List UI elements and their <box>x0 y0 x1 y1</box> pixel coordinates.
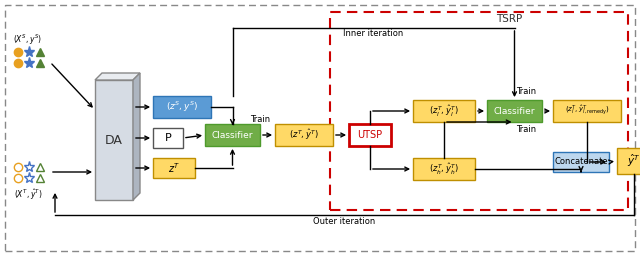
Bar <box>553 152 609 172</box>
Bar <box>205 124 260 146</box>
Text: Classifier: Classifier <box>493 106 535 115</box>
Bar <box>95 80 133 200</box>
Text: $(z^S, y^S)$: $(z^S, y^S)$ <box>166 100 198 114</box>
Text: $(z^T_l, \hat{y}^T_l)$: $(z^T_l, \hat{y}^T_l)$ <box>429 103 459 119</box>
Text: $z^T$: $z^T$ <box>168 161 180 175</box>
Text: Inner iteration: Inner iteration <box>344 29 404 38</box>
Text: Classifier: Classifier <box>212 131 253 140</box>
Text: Outer iteration: Outer iteration <box>314 218 376 227</box>
Polygon shape <box>133 73 140 200</box>
Bar <box>153 158 195 178</box>
Bar <box>349 124 391 146</box>
Bar <box>153 128 183 148</box>
Text: $(z^T, \hat{y}^T)$: $(z^T, \hat{y}^T)$ <box>289 128 319 142</box>
Text: $\hat{y}^T$: $\hat{y}^T$ <box>627 153 640 169</box>
Polygon shape <box>95 73 140 80</box>
Bar <box>487 100 542 122</box>
Text: P: P <box>164 133 172 143</box>
Text: TSRP: TSRP <box>495 14 522 24</box>
Text: Train: Train <box>516 88 536 97</box>
Text: Train: Train <box>516 124 536 133</box>
Bar <box>275 124 333 146</box>
Bar <box>553 100 621 122</box>
Bar <box>153 96 211 118</box>
Bar <box>413 158 475 180</box>
Text: $(z^T_l, \hat{y}^T_{l,\mathrm{remedy}})$: $(z^T_l, \hat{y}^T_{l,\mathrm{remedy}})$ <box>564 104 609 118</box>
Text: $(z^T_h, \hat{y}^T_h)$: $(z^T_h, \hat{y}^T_h)$ <box>429 162 459 177</box>
Text: DA: DA <box>105 133 123 146</box>
Text: $(X^T, \hat{y}^T)$: $(X^T, \hat{y}^T)$ <box>13 188 42 202</box>
Text: Concatenate: Concatenate <box>554 157 608 166</box>
Text: Train: Train <box>250 114 271 123</box>
Text: $(X^S, y^S)$: $(X^S, y^S)$ <box>13 33 43 47</box>
Text: UTSP: UTSP <box>357 130 383 140</box>
Bar <box>413 100 475 122</box>
Bar <box>617 148 640 174</box>
